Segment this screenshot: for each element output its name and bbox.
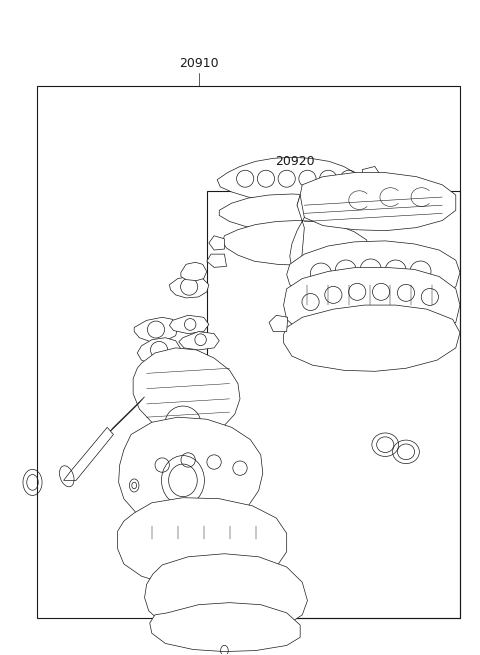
Bar	[37, 86, 459, 618]
Polygon shape	[219, 194, 367, 233]
Bar	[206, 191, 459, 618]
Polygon shape	[150, 603, 300, 652]
Polygon shape	[362, 166, 380, 183]
Polygon shape	[169, 315, 209, 333]
Polygon shape	[284, 305, 460, 371]
Polygon shape	[290, 195, 304, 276]
Polygon shape	[297, 173, 456, 231]
Polygon shape	[119, 417, 263, 526]
Polygon shape	[64, 427, 113, 480]
Polygon shape	[222, 221, 369, 265]
Polygon shape	[118, 498, 287, 586]
Polygon shape	[181, 262, 207, 280]
Polygon shape	[144, 553, 307, 633]
Polygon shape	[169, 276, 209, 298]
Text: 20920: 20920	[275, 155, 315, 168]
Polygon shape	[284, 267, 460, 348]
Polygon shape	[287, 241, 460, 307]
Polygon shape	[144, 358, 190, 386]
Polygon shape	[217, 157, 364, 202]
Polygon shape	[137, 338, 181, 364]
Polygon shape	[133, 348, 240, 434]
Polygon shape	[209, 236, 225, 250]
Polygon shape	[134, 317, 178, 342]
Text: 20910: 20910	[180, 57, 219, 70]
Polygon shape	[269, 315, 288, 331]
Polygon shape	[179, 331, 219, 350]
Polygon shape	[207, 254, 227, 267]
Polygon shape	[107, 397, 144, 434]
